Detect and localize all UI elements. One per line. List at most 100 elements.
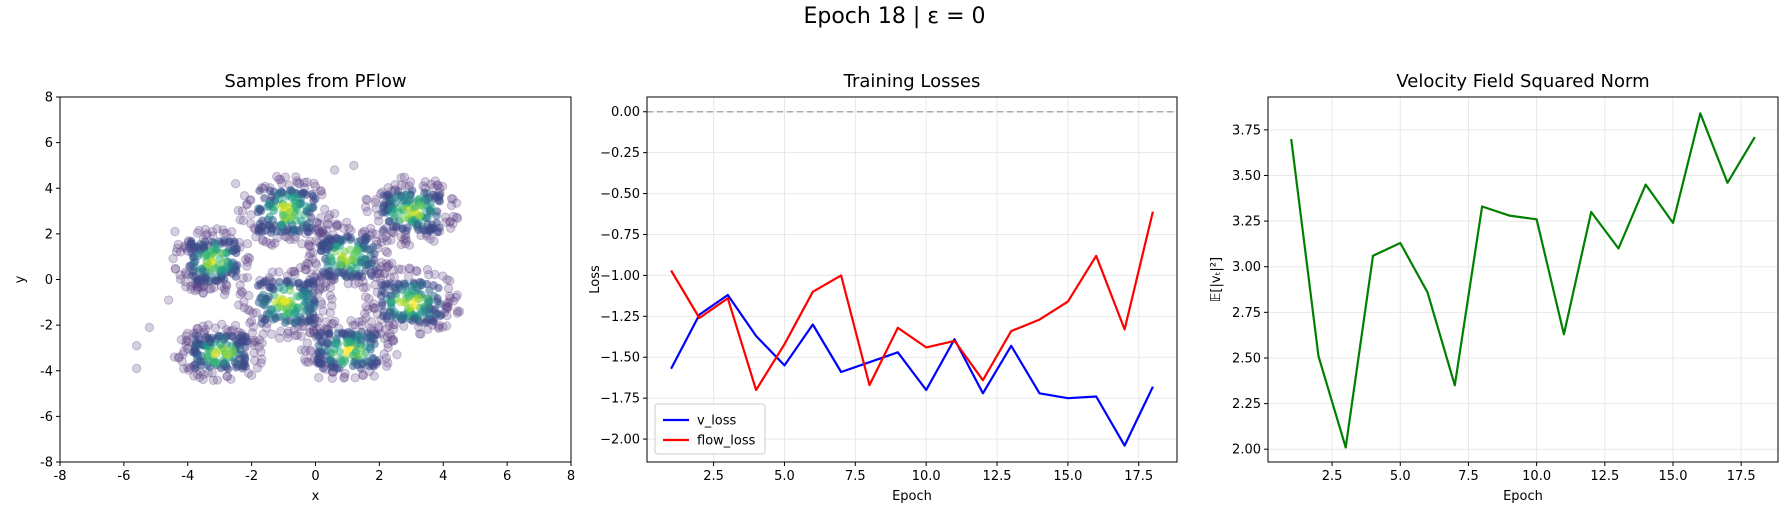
scatter-point (412, 266, 422, 277)
scatter-point (172, 243, 182, 253)
scatter-point (350, 373, 360, 383)
scatter-point (315, 228, 326, 238)
scatter-point (267, 192, 276, 201)
scatter-point (201, 274, 210, 284)
x-axis-label-0: x (312, 489, 320, 504)
scatter-point (224, 364, 233, 374)
y-tick-label: 6 (45, 136, 53, 151)
scatter-point (206, 265, 215, 274)
y-tick-label: 3.50 (1232, 169, 1261, 184)
scatter-point (318, 306, 328, 316)
scatter-point (420, 177, 431, 187)
scatter-point (228, 348, 238, 357)
scatter-point (324, 210, 335, 220)
scatter-point (303, 227, 312, 236)
scatter-point (237, 288, 248, 298)
scatter-point (221, 285, 231, 296)
scatter-point (424, 297, 433, 307)
scatter-point (362, 206, 372, 217)
scatter-point (244, 253, 255, 264)
scatter-point (404, 240, 415, 250)
axes-1: Training Losses 2.5 5.0 7.5 10.0 12.5 15.0 17.5… (588, 71, 1178, 504)
scatter-point (254, 335, 265, 345)
scatter-point (300, 354, 310, 364)
scatter-point (346, 233, 356, 243)
scatter-point (380, 268, 390, 278)
scatter-point (173, 239, 184, 250)
scatter-point (403, 271, 414, 282)
scatter-point (230, 320, 241, 331)
scatter-point (301, 264, 312, 275)
y-tick-label: 4 (45, 182, 53, 197)
scatter-point (212, 224, 222, 234)
scatter-point (219, 359, 228, 368)
scatter-point (181, 282, 191, 292)
scatter-point (361, 301, 371, 312)
scatter-point (226, 374, 236, 385)
scatter-point (170, 263, 181, 274)
scatter-point (279, 285, 289, 295)
x-tick-label: 2 (375, 469, 383, 484)
scatter-point (378, 208, 387, 217)
scatter-point (385, 328, 395, 339)
scatter-point (282, 316, 291, 325)
scatter-point (400, 238, 411, 249)
scatter-point (257, 222, 267, 231)
scatter-point (264, 201, 274, 210)
scatter-point (324, 213, 334, 223)
scatter-point (357, 258, 366, 267)
y-tick-label: −1.25 (600, 310, 640, 325)
scatter-point (374, 321, 384, 332)
scatter-point (304, 241, 314, 251)
scatter-point (451, 198, 462, 208)
x-tick-label: 5.0 (774, 469, 795, 484)
scatter-point (325, 282, 336, 293)
scatter-point (452, 308, 463, 318)
scatter-point (305, 203, 315, 212)
scatter-point (370, 280, 380, 290)
scatter-point (325, 290, 336, 301)
scatter-point (445, 223, 456, 233)
scatter-point (404, 263, 414, 273)
scatter-point (368, 302, 378, 313)
scatter-point (313, 372, 324, 383)
scatter-point (244, 290, 254, 301)
scatter-point (242, 261, 252, 271)
scatter-point (182, 335, 192, 345)
scatter-point (296, 345, 307, 355)
scatter-point (250, 355, 260, 366)
scatter-point (256, 347, 266, 357)
x-tick-label: 0 (311, 469, 319, 484)
scatter-point (233, 339, 243, 348)
scatter-point (251, 336, 261, 347)
scatter-point (200, 242, 209, 252)
scatter-point (309, 295, 319, 304)
scatter-point (329, 316, 340, 326)
scatter-point (170, 264, 181, 274)
scatter-point (320, 204, 330, 215)
scatter-point (344, 223, 354, 234)
scatter-point (397, 264, 407, 275)
scatter-point (331, 219, 342, 229)
scatter-point (382, 236, 392, 246)
scatter-point (400, 196, 409, 205)
scatter-point (289, 266, 300, 277)
scatter-point (383, 358, 393, 368)
scatter-point (361, 282, 371, 292)
scatter-point (405, 303, 414, 312)
scatter-point (274, 189, 284, 198)
scatter-point (274, 174, 284, 185)
scatter-point (324, 339, 334, 348)
scatter-point (248, 308, 258, 318)
scatter-point (267, 329, 277, 339)
x-tick-label: 10.0 (912, 469, 941, 484)
scatter-point (389, 272, 400, 282)
scatter-point (370, 249, 379, 259)
scatter-point (198, 288, 208, 298)
y-tick-label: 2.50 (1232, 351, 1261, 366)
scatter-point (360, 202, 371, 212)
scatter-point (219, 283, 230, 294)
scatter-point (207, 226, 218, 237)
scatter-point (268, 216, 278, 225)
scatter-point (385, 217, 394, 226)
